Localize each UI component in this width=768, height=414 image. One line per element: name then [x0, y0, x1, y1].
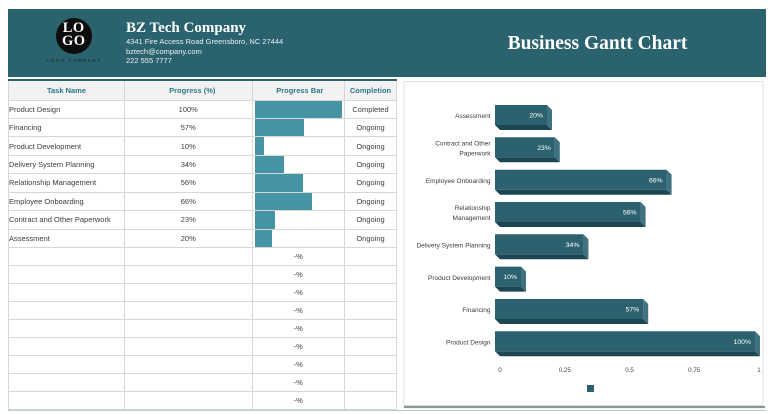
- svg-text:Product Design: Product Design: [446, 340, 491, 347]
- svg-text:23%: 23%: [537, 145, 551, 152]
- svg-text:20%: 20%: [529, 113, 543, 120]
- svg-text:0.75: 0.75: [688, 367, 701, 374]
- svg-text:100%: 100%: [734, 339, 751, 346]
- svg-text:Product Development: Product Development: [428, 275, 491, 282]
- svg-text:Paperwork: Paperwork: [459, 151, 491, 158]
- svg-text:Assessment: Assessment: [455, 113, 491, 120]
- svg-text:Employee Onboarding: Employee Onboarding: [426, 178, 491, 185]
- svg-text:56%: 56%: [623, 210, 637, 217]
- svg-text:Management: Management: [453, 215, 491, 222]
- svg-text:0: 0: [498, 367, 502, 374]
- svg-text:Relationship: Relationship: [455, 205, 491, 212]
- svg-text:Delivery System Planning: Delivery System Planning: [416, 243, 490, 250]
- svg-text:34%: 34%: [566, 242, 580, 249]
- svg-text:10%: 10%: [503, 274, 517, 281]
- svg-text:0.5: 0.5: [625, 367, 634, 374]
- svg-text:0.25: 0.25: [559, 367, 572, 374]
- svg-text:1: 1: [757, 367, 761, 374]
- svg-text:Financing: Financing: [462, 307, 491, 314]
- svg-text:Contract and Other: Contract and Other: [435, 141, 491, 148]
- svg-text:66%: 66%: [649, 177, 663, 184]
- svg-text:57%: 57%: [626, 307, 640, 314]
